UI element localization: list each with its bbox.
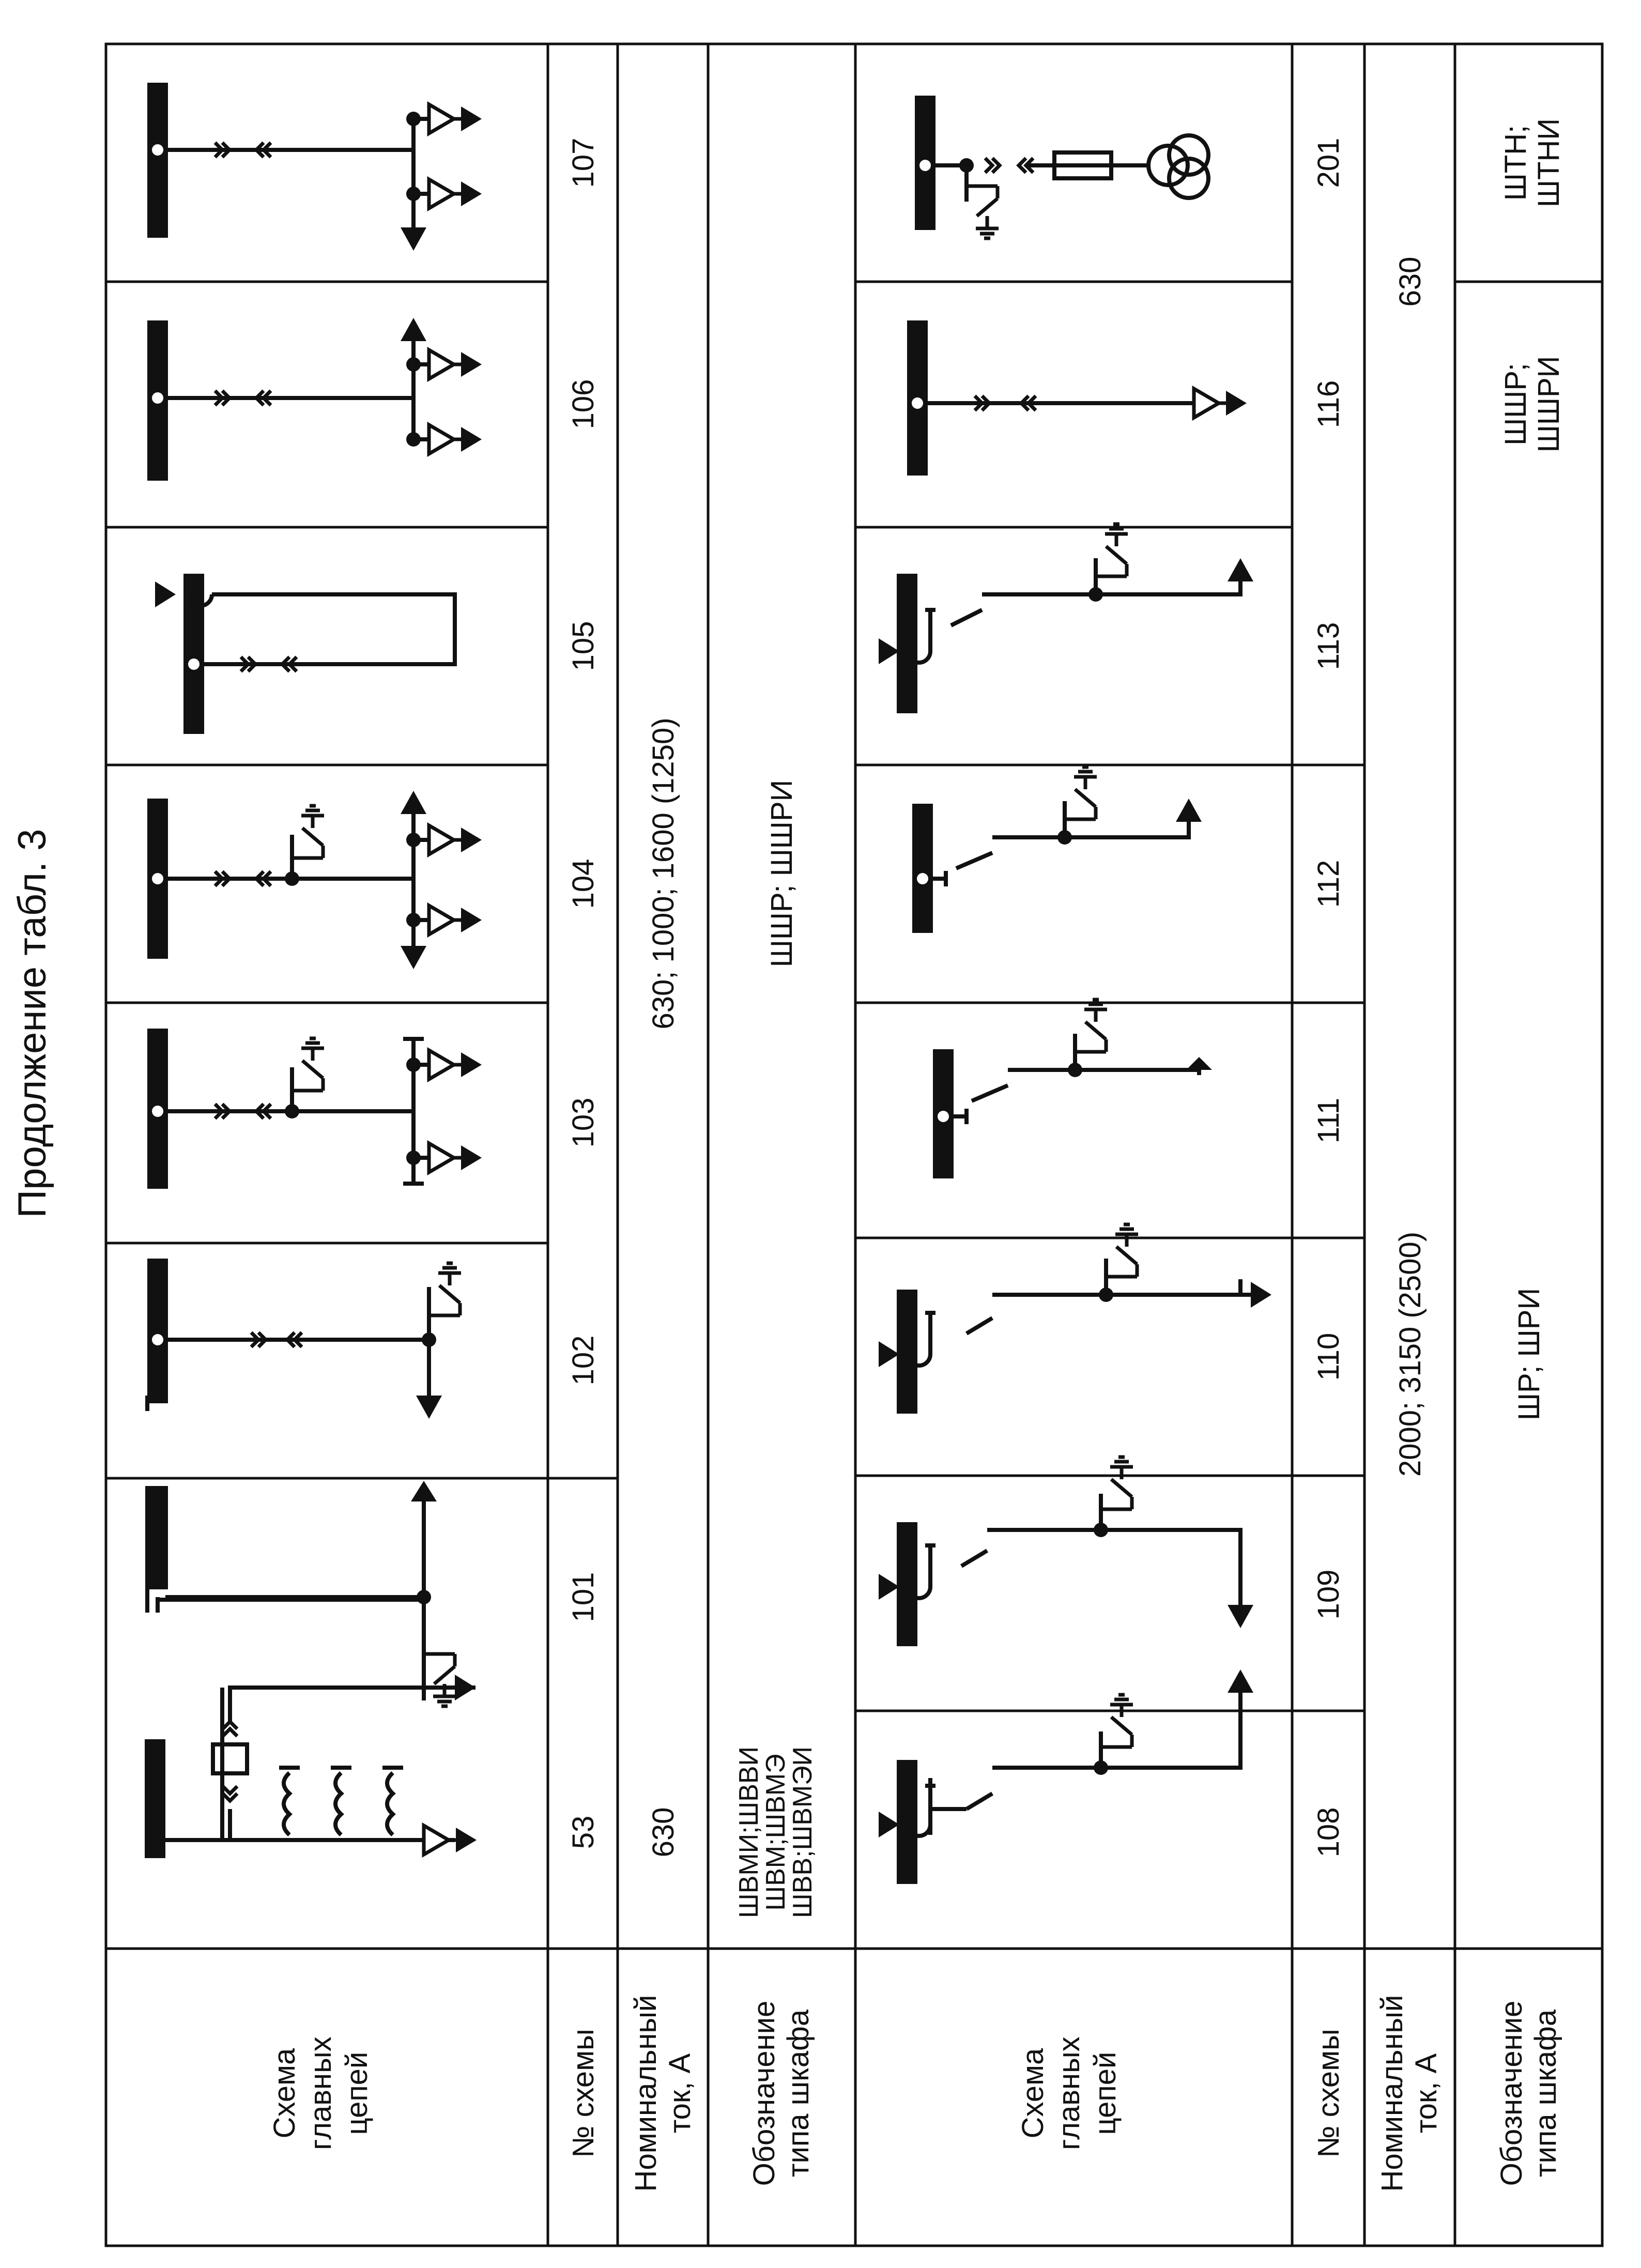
- schematics-top: [145, 83, 482, 1858]
- scheme-106: [147, 318, 482, 481]
- scheme-number: 105: [566, 621, 600, 671]
- scheme-108: [879, 1669, 1253, 1884]
- type-label-top: Обозначениетипа шкафа: [747, 2001, 815, 2186]
- scheme-number: 201: [1312, 138, 1345, 188]
- scheme-number: 107: [566, 138, 600, 188]
- type-value: ШР; ШРИ: [1512, 1288, 1546, 1420]
- scheme-109: [879, 1457, 1253, 1646]
- scheme-number: 106: [566, 379, 600, 430]
- top-values: 630 630; 1000; 1600 (1250) ШВМИ;ШВВИШВМ;…: [647, 717, 818, 1918]
- scheme-111: [933, 1000, 1212, 1178]
- schematics-bottom: [879, 96, 1271, 1884]
- schema-label-bottom: Схемаглавныхцепей: [1016, 2036, 1122, 2150]
- top-numbers: 53 101 102 103 104 105 106 107: [566, 138, 600, 1849]
- type-value: ШШР; ШШРИ: [765, 780, 799, 968]
- number-label-bottom: № схемы: [1312, 2029, 1345, 2158]
- top-table-grid: [104, 42, 857, 2247]
- scheme-105: [155, 574, 457, 734]
- scheme-number: 53: [566, 1816, 600, 1849]
- scheme-number: 108: [1312, 1807, 1345, 1858]
- busbar-icon: [145, 1739, 165, 1858]
- current-value: 630: [1393, 257, 1427, 307]
- current-label-top: Номинальныйток, А: [629, 1995, 697, 2192]
- scheme-number: 109: [1312, 1570, 1345, 1620]
- top-row-labels: Схемаглавныхцепей № схемы Номинальныйток…: [268, 1995, 815, 2192]
- current-value: 630; 1000; 1600 (1250): [647, 717, 680, 1029]
- scheme-101: [145, 1481, 456, 1706]
- scheme-number: 104: [566, 859, 600, 909]
- scheme-112: [912, 767, 1202, 933]
- scheme-104: [147, 791, 482, 969]
- scheme-number: 102: [566, 1336, 600, 1386]
- schema-label-top: Схемаглавныхцепей: [268, 2036, 374, 2150]
- scheme-number: 112: [1312, 860, 1345, 908]
- current-value: 2000; 3150 (2500): [1393, 1232, 1427, 1477]
- switch-icon: [211, 1742, 249, 1775]
- scheme-number: 101: [566, 1572, 600, 1622]
- type-value: ШШР;ШШРИ: [1499, 356, 1566, 453]
- scheme-number: 110: [1312, 1333, 1345, 1381]
- current-label-bottom: Номинальныйток, А: [1375, 1995, 1443, 2192]
- current-value: 630: [647, 1807, 680, 1858]
- scheme-201: [915, 96, 1210, 238]
- scheme-113: [879, 524, 1253, 713]
- scheme-number: 113: [1312, 622, 1345, 670]
- cable-terminal-icon: [424, 1826, 477, 1855]
- bottom-values: 2000; 3150 (2500) 630 ШР; ШРИ ШШР;ШШРИ Ш…: [1393, 118, 1566, 1477]
- type-value: ШВМИ;ШВВИШВМ;ШВМЭШВВ;ШВМЭИ: [734, 1746, 818, 1918]
- scheme-number: 111: [1312, 1098, 1345, 1143]
- number-label-top: № схемы: [566, 2029, 600, 2158]
- bottom-numbers: 108 109 110 111 112 113 116 201: [1312, 138, 1345, 1858]
- table-caption: Продолжение табл. 3: [10, 829, 54, 1218]
- scheme-102: [145, 1259, 461, 1419]
- scheme-110: [879, 1224, 1271, 1414]
- scheme-103: [147, 1029, 482, 1189]
- cable-terminal-icon: [1194, 389, 1247, 418]
- scheme-number: 116: [1312, 380, 1345, 428]
- voltage-transformer-icon: [1146, 133, 1210, 200]
- scheme-53: [145, 1675, 477, 1858]
- bottom-row-labels: Схемаглавныхцепей № схемы Номинальныйток…: [1016, 1995, 1562, 2192]
- scheme-107: [147, 83, 482, 251]
- current-transformer-icon: [279, 1766, 403, 1842]
- bottom-table-grid: [854, 42, 1604, 2247]
- type-label-bottom: Обозначениетипа шкафа: [1495, 2001, 1562, 2186]
- type-value: ШТН;ШТНИ: [1499, 118, 1566, 207]
- scheme-116: [907, 320, 1247, 476]
- arrow-icon: [455, 1675, 476, 1700]
- scheme-number: 103: [566, 1098, 600, 1148]
